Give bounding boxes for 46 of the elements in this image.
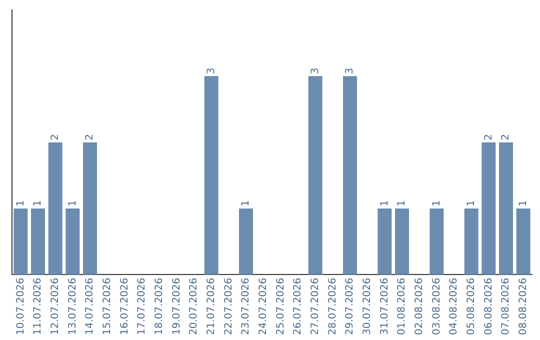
data-label: 1 <box>431 200 442 207</box>
data-label: 2 <box>84 134 96 140</box>
x-tick-label: 20.07.2026 <box>188 278 200 336</box>
data-label: 1 <box>240 200 252 207</box>
data-label: 1 <box>67 200 78 207</box>
x-tick-label: 24.07.2026 <box>258 278 269 336</box>
x-tick-label: 30.07.2026 <box>362 278 373 336</box>
x-tick-label: 10.07.2026 <box>15 278 26 336</box>
data-label: 1 <box>466 200 477 207</box>
x-tick-label: 26.07.2026 <box>292 278 304 336</box>
data-label: 1 <box>396 200 408 207</box>
x-tick-label: 13.07.2026 <box>67 278 78 336</box>
x-tick-label: 22.07.2026 <box>223 278 234 336</box>
x-tick-label: 23.07.2026 <box>240 278 252 336</box>
x-tick-label: 08.08.2026 <box>518 278 529 336</box>
x-tick-label: 02.08.2026 <box>414 278 425 336</box>
x-tick-label: 31.07.2026 <box>379 278 390 336</box>
x-tick-label: 29.07.2026 <box>344 278 356 336</box>
data-label: 3 <box>344 68 356 74</box>
data-label: 2 <box>500 134 512 140</box>
data-label: 1 <box>32 200 44 207</box>
x-tick-label: 18.07.2026 <box>154 278 165 336</box>
x-tick-label: 05.08.2026 <box>466 278 477 336</box>
x-tick-label: 17.07.2026 <box>136 278 148 336</box>
data-label: 2 <box>483 134 494 140</box>
x-tick-label: 28.07.2026 <box>327 278 338 336</box>
x-tick-label: 01.08.2026 <box>396 278 408 336</box>
x-tick-label: 04.08.2026 <box>448 278 460 336</box>
x-tick-label: 06.08.2026 <box>483 278 494 336</box>
data-label: 1 <box>15 200 26 207</box>
data-label: 1 <box>518 200 529 207</box>
x-tick-label: 27.07.2026 <box>310 278 321 336</box>
x-tick-label: 12.07.2026 <box>50 278 61 336</box>
data-label: 1 <box>379 200 390 207</box>
x-tick-label: 19.07.2026 <box>171 278 182 336</box>
data-label: 3 <box>310 68 321 74</box>
x-tick-label: 16.07.2026 <box>119 278 130 336</box>
x-tick-label: 03.08.2026 <box>431 278 442 336</box>
x-tick-label: 15.07.2026 <box>102 278 113 336</box>
x-tick-label: 07.08.2026 <box>500 278 512 336</box>
x-tick-label: 14.07.2026 <box>84 278 96 336</box>
x-tick-label: 11.07.2026 <box>32 278 44 336</box>
data-label: 2 <box>50 134 61 140</box>
data-label: 3 <box>206 68 217 74</box>
x-tick-label: 21.07.2026 <box>206 278 217 336</box>
x-tick-label: 25.07.2026 <box>275 278 286 336</box>
